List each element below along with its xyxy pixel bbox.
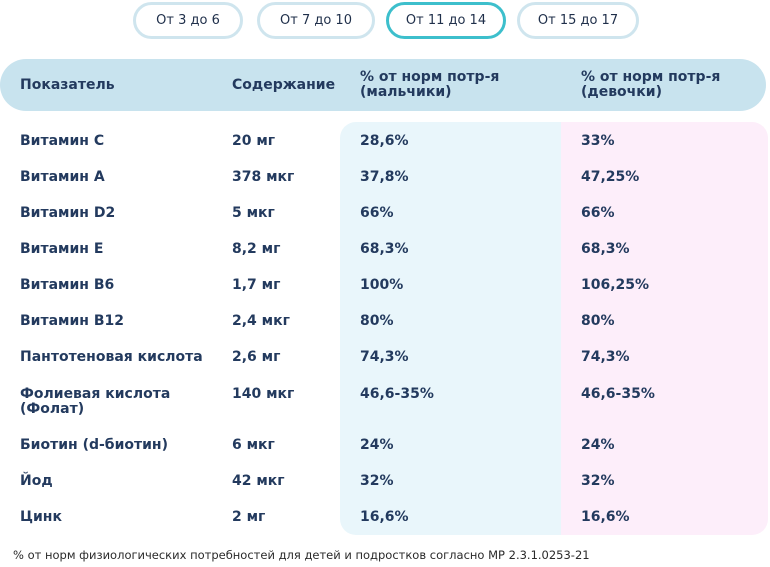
row-girls-percent: 68,3%: [581, 241, 630, 257]
tab-age-15-17[interactable]: От 15 до 17: [517, 2, 639, 39]
row-boys-percent: 74,3%: [360, 349, 409, 365]
table-row: Цинк 2 мг 16,6% 16,6%: [0, 510, 770, 540]
table-row: Витамин С 20 мг 28,6% 33%: [0, 134, 770, 164]
row-content: 2 мг: [232, 509, 266, 525]
row-boys-percent: 24%: [360, 437, 394, 453]
row-content: 8,2 мг: [232, 241, 281, 257]
row-content: 378 мкг: [232, 169, 295, 185]
row-name: Йод: [20, 473, 53, 489]
row-girls-percent: 74,3%: [581, 349, 630, 365]
row-girls-percent: 33%: [581, 133, 615, 149]
table-row: Витамин В6 1,7 мг 100% 106,25%: [0, 278, 770, 308]
row-girls-percent: 24%: [581, 437, 615, 453]
age-tabs: От 3 до 6 От 7 до 10 От 11 до 14 От 15 д…: [0, 0, 770, 40]
row-girls-percent: 80%: [581, 313, 615, 329]
row-name: Фолиевая кислота (Фолат): [20, 386, 171, 417]
row-boys-percent: 16,6%: [360, 509, 409, 525]
row-content: 2,4 мкг: [232, 313, 290, 329]
row-girls-percent: 46,6-35%: [581, 386, 655, 402]
header-indicator: Показатель: [20, 77, 115, 93]
row-name: Витамин Е: [20, 241, 104, 257]
footnote: % от норм физиологических потребностей д…: [13, 548, 590, 562]
row-content: 42 мкг: [232, 473, 285, 489]
table-row: Витамин А 378 мкг 37,8% 47,25%: [0, 170, 770, 200]
girls-column-panel: [561, 122, 768, 535]
row-content: 140 мкг: [232, 386, 295, 402]
table-row: Пантотеновая кислота 2,6 мг 74,3% 74,3%: [0, 350, 770, 380]
row-boys-percent: 46,6-35%: [360, 386, 434, 402]
table-row: Биотин (d-биотин) 6 мкг 24% 24%: [0, 438, 770, 468]
row-girls-percent: 106,25%: [581, 277, 650, 293]
row-boys-percent: 28,6%: [360, 133, 409, 149]
row-name: Витамин D2: [20, 205, 116, 221]
row-content: 6 мкг: [232, 437, 275, 453]
row-name: Витамин В12: [20, 313, 124, 329]
row-content: 5 мкг: [232, 205, 275, 221]
table-row: Фолиевая кислота (Фолат) 140 мкг 46,6-35% 4…: [0, 387, 770, 417]
row-name: Цинк: [20, 509, 62, 525]
row-boys-percent: 68,3%: [360, 241, 409, 257]
header-boys-percent: % от норм потр-я (мальчики): [360, 69, 500, 100]
row-girls-percent: 66%: [581, 205, 615, 221]
row-content: 1,7 мг: [232, 277, 281, 293]
row-boys-percent: 80%: [360, 313, 394, 329]
row-girls-percent: 47,25%: [581, 169, 640, 185]
tab-age-7-10[interactable]: От 7 до 10: [257, 2, 375, 39]
row-name: Пантотеновая кислота: [20, 349, 203, 365]
header-girls-percent: % от норм потр-я (девочки): [581, 69, 721, 100]
row-boys-percent: 66%: [360, 205, 394, 221]
tab-age-3-6[interactable]: От 3 до 6: [133, 2, 243, 39]
row-name: Витамин С: [20, 133, 105, 149]
row-boys-percent: 37,8%: [360, 169, 409, 185]
row-content: 20 мг: [232, 133, 276, 149]
table-row: Витамин D2 5 мкг 66% 66%: [0, 206, 770, 236]
row-name: Биотин (d-биотин): [20, 437, 168, 453]
row-boys-percent: 100%: [360, 277, 404, 293]
table-row: Витамин В12 2,4 мкг 80% 80%: [0, 314, 770, 344]
boys-column-panel: [340, 122, 562, 535]
table-header-bar: [0, 59, 766, 111]
tab-age-11-14[interactable]: От 11 до 14: [386, 2, 506, 39]
table-row: Витамин Е 8,2 мг 68,3% 68,3%: [0, 242, 770, 272]
row-girls-percent: 16,6%: [581, 509, 630, 525]
table-row: Йод 42 мкг 32% 32%: [0, 474, 770, 504]
row-name: Витамин В6: [20, 277, 115, 293]
row-boys-percent: 32%: [360, 473, 394, 489]
row-name: Витамин А: [20, 169, 105, 185]
row-content: 2,6 мг: [232, 349, 281, 365]
header-content: Содержание: [232, 77, 336, 93]
row-girls-percent: 32%: [581, 473, 615, 489]
